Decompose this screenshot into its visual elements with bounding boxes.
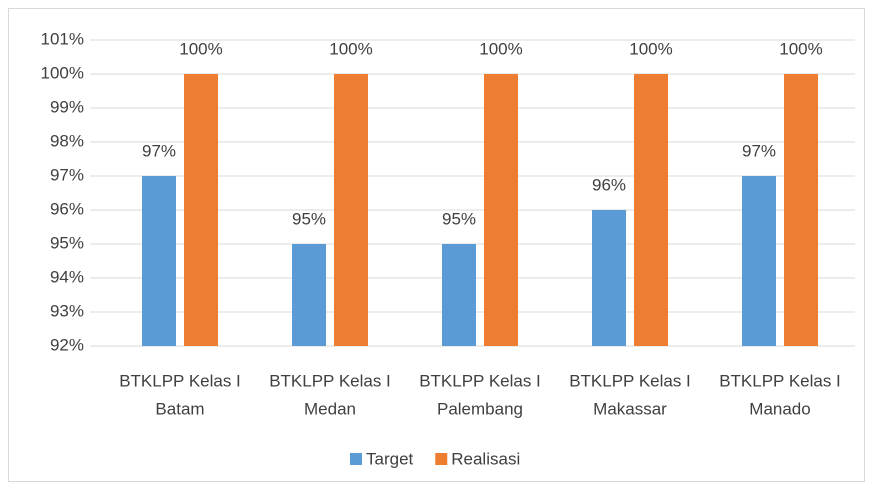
bar — [142, 176, 176, 346]
data-label: 95% — [442, 209, 476, 228]
x-tick-label: Medan — [304, 399, 356, 418]
data-label: 95% — [292, 209, 326, 228]
bar — [742, 176, 776, 346]
x-tick-label: BTKLPP Kelas I — [419, 371, 541, 390]
x-tick-label: Palembang — [437, 399, 523, 418]
x-tick-label: BTKLPP Kelas I — [569, 371, 691, 390]
y-tick-label: 95% — [50, 233, 84, 252]
legend-swatch — [435, 453, 448, 465]
data-label: 100% — [629, 39, 672, 58]
x-tick-label: Manado — [749, 399, 810, 418]
bar — [292, 244, 326, 346]
y-tick-label: 98% — [50, 131, 84, 150]
legend-label: Target — [366, 449, 414, 468]
y-tick-label: 96% — [50, 199, 84, 218]
x-tick-label: BTKLPP Kelas I — [719, 371, 841, 390]
data-label: 100% — [779, 39, 822, 58]
bar — [484, 74, 518, 346]
bar — [784, 74, 818, 346]
bar — [634, 74, 668, 346]
data-label: 100% — [329, 39, 372, 58]
y-tick-label: 100% — [41, 63, 84, 82]
x-tick-label: BTKLPP Kelas I — [119, 371, 241, 390]
bar — [184, 74, 218, 346]
y-tick-label: 101% — [41, 29, 84, 48]
x-tick-label: Batam — [155, 399, 204, 418]
y-tick-label: 92% — [50, 335, 84, 354]
y-tick-label: 93% — [50, 301, 84, 320]
x-tick-label: BTKLPP Kelas I — [269, 371, 391, 390]
bar — [592, 210, 626, 346]
data-label: 100% — [479, 39, 522, 58]
data-label: 97% — [142, 141, 176, 160]
legend-label: Realisasi — [451, 449, 520, 468]
y-tick-label: 99% — [50, 97, 84, 116]
y-tick-label: 97% — [50, 165, 84, 184]
bar — [442, 244, 476, 346]
x-tick-label: Makassar — [593, 399, 667, 418]
data-label: 97% — [742, 141, 776, 160]
legend-swatch — [350, 453, 362, 465]
y-tick-label: 94% — [50, 267, 84, 286]
data-label: 96% — [592, 175, 626, 194]
data-label: 100% — [179, 39, 222, 58]
bar — [334, 74, 368, 346]
